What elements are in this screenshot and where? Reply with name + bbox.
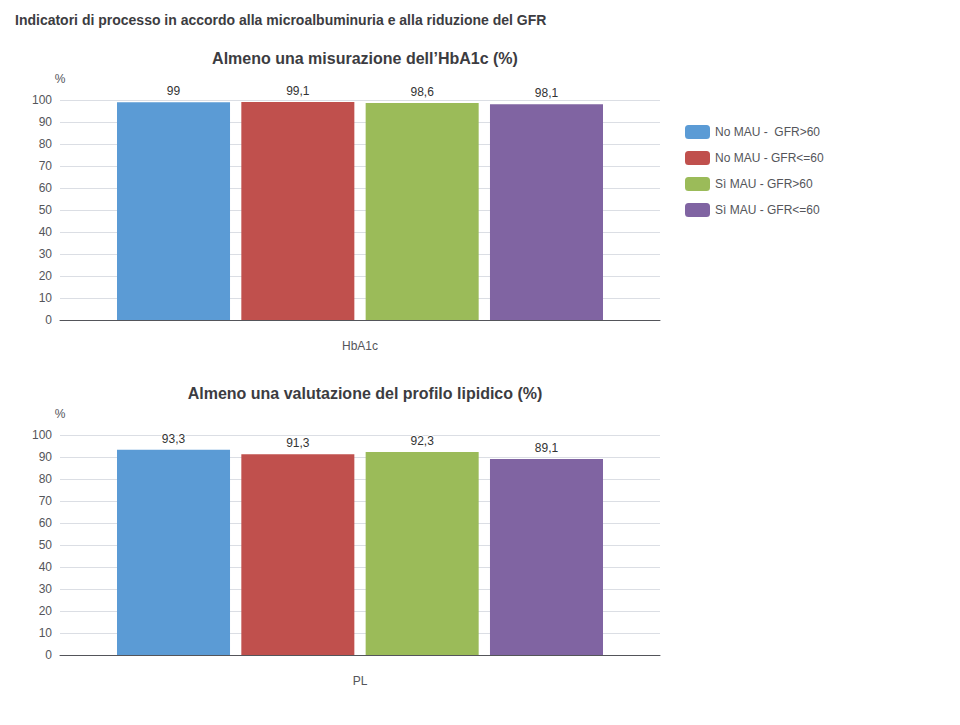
svg-text:50: 50 — [39, 203, 53, 217]
svg-text:90: 90 — [39, 115, 53, 129]
svg-text:30: 30 — [39, 247, 53, 261]
svg-text:No MAU - GFR<=60: No MAU - GFR<=60 — [715, 151, 824, 165]
svg-text:60: 60 — [39, 181, 53, 195]
svg-text:HbA1c: HbA1c — [342, 339, 378, 353]
svg-text:98,6: 98,6 — [410, 85, 434, 99]
svg-text:%: % — [55, 407, 66, 421]
svg-text:90: 90 — [39, 450, 53, 464]
svg-text:50: 50 — [39, 538, 53, 552]
svg-text:80: 80 — [39, 472, 53, 486]
svg-text:Almeno una misurazione dell’Hb: Almeno una misurazione dell’HbA1c (%) — [212, 50, 518, 67]
svg-text:80: 80 — [39, 137, 53, 151]
svg-text:91,3: 91,3 — [286, 436, 310, 450]
svg-text:%: % — [55, 72, 66, 86]
svg-text:Almeno una valutazione del pro: Almeno una valutazione del profilo lipid… — [188, 385, 543, 402]
svg-text:30: 30 — [39, 582, 53, 596]
svg-text:Indicatori di processo in acco: Indicatori di processo in accordo alla m… — [15, 12, 546, 28]
svg-text:40: 40 — [39, 225, 53, 239]
svg-text:100: 100 — [32, 428, 52, 442]
svg-text:20: 20 — [39, 604, 53, 618]
svg-text:PL: PL — [353, 674, 368, 688]
svg-text:89,1: 89,1 — [535, 441, 559, 455]
svg-text:98,1: 98,1 — [535, 86, 559, 100]
svg-text:99,1: 99,1 — [286, 84, 310, 98]
svg-text:92,3: 92,3 — [410, 434, 434, 448]
svg-text:20: 20 — [39, 269, 53, 283]
svg-text:10: 10 — [39, 291, 53, 305]
svg-text:100: 100 — [32, 93, 52, 107]
svg-text:Sì MAU - GFR<=60: Sì MAU - GFR<=60 — [715, 203, 820, 217]
svg-text:Sì MAU - GFR>60: Sì MAU - GFR>60 — [715, 177, 813, 191]
svg-text:70: 70 — [39, 159, 53, 173]
svg-text:70: 70 — [39, 494, 53, 508]
svg-text:60: 60 — [39, 516, 53, 530]
svg-text:10: 10 — [39, 626, 53, 640]
svg-text:99: 99 — [167, 84, 181, 98]
svg-text:0: 0 — [45, 313, 52, 327]
svg-text:40: 40 — [39, 560, 53, 574]
svg-text:No MAU - GFR>60: No MAU - GFR>60 — [715, 125, 820, 139]
svg-text:0: 0 — [45, 648, 52, 662]
svg-text:93,3: 93,3 — [162, 432, 186, 446]
